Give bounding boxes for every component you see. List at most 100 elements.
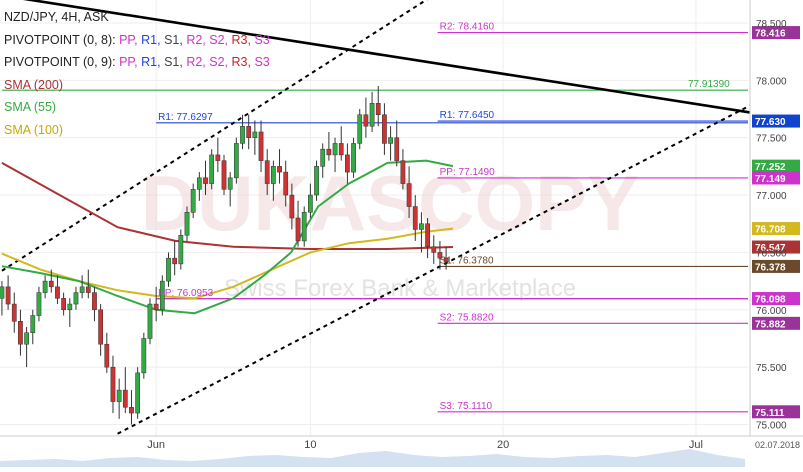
candle-body	[203, 177, 208, 184]
legend-sma-200[interactable]: SMA (200)	[4, 74, 270, 97]
watermark-main: DUKASCOPY	[141, 159, 639, 247]
axis-price-tag-text: 76.708	[755, 225, 786, 236]
candle-body	[277, 166, 282, 173]
candle-body	[147, 303, 153, 339]
candle-body	[153, 303, 159, 311]
candle-body	[159, 280, 165, 311]
candle-body	[11, 303, 17, 322]
pivot-9-r1: R1,	[141, 55, 161, 70]
y-tick-label: 76.500	[756, 248, 787, 259]
axis-price-tag	[752, 316, 800, 330]
candle-body	[141, 338, 147, 374]
sma-55-label: SMA (55)	[4, 100, 57, 115]
candle-body	[369, 103, 375, 127]
candle-body	[24, 332, 29, 345]
legend-pivot-8[interactable]: PIVOTPOINT (0, 8): PP, R1, S1, R2, S2, R…	[4, 29, 270, 52]
candle-body	[270, 166, 276, 184]
y-tick-label: 77.500	[756, 134, 787, 145]
price-level-label: S1: 76.3780	[440, 255, 494, 266]
axis-price-tag-text: 75.882	[755, 319, 786, 330]
candle-body	[345, 154, 350, 173]
axis-price-tag-text: 77.252	[755, 162, 786, 173]
candle-body	[172, 257, 178, 265]
pivot-8-s2: S2,	[209, 32, 229, 47]
sma-200-line	[1, 162, 454, 250]
price-level-label: S3: 75.1110	[440, 401, 493, 412]
pivot-9-r2: R2,	[186, 55, 206, 70]
candle-body	[48, 280, 54, 288]
candle-body	[283, 171, 289, 196]
candle-body	[61, 298, 66, 311]
axis-price-tag	[752, 292, 800, 306]
candle-body	[375, 103, 381, 115]
sma-200-label: SMA (200)	[4, 77, 64, 92]
candle-body	[443, 257, 449, 262]
candle-body	[196, 177, 202, 190]
axis-price-tag	[752, 171, 800, 185]
trendline-channel-upper	[1, 0, 428, 272]
candle-body	[363, 114, 369, 127]
pivot-8-s1: S1,	[164, 32, 183, 47]
candle-body	[258, 131, 264, 161]
pivot-8-r3: R3,	[231, 32, 251, 47]
price-level-label: 77.91390	[688, 79, 730, 90]
trendline-channel-lower	[117, 104, 751, 435]
candle-body	[116, 389, 122, 402]
pivot-8-name: PIVOTPOINT (0, 8):	[4, 32, 116, 47]
chart-legend: NZD/JPY, 4H, ASK PIVOTPOINT (0, 8): PP, …	[4, 6, 270, 142]
candle-body	[18, 321, 23, 345]
axis-price-tag-text: 77.149	[755, 174, 786, 185]
legend-pivot-9[interactable]: PIVOTPOINT (0, 9): PP, R1, S1, R2, S2, R…	[4, 51, 270, 74]
pivot-8-r1: R1,	[141, 32, 161, 47]
axis-price-tag-text: 78.416	[755, 29, 786, 40]
legend-sma-100[interactable]: SMA (100)	[4, 119, 270, 142]
candle-body	[73, 292, 79, 305]
legend-sma-55[interactable]: SMA (55)	[4, 96, 270, 119]
candle-body	[382, 114, 387, 144]
x-tick-label: 20	[497, 439, 509, 451]
candle-body	[135, 372, 141, 414]
pivot-9-s2: S2,	[209, 55, 229, 70]
candle-body	[388, 137, 393, 144]
x-tick-label: 10	[304, 439, 316, 451]
axis-price-tag-text: 76.098	[755, 295, 786, 306]
candle-body	[357, 114, 363, 144]
axis-price-tag-text: 76.378	[755, 262, 786, 273]
candle-body	[400, 160, 406, 184]
candle-body	[394, 137, 400, 161]
pivot-9-name: PIVOTPOINT (0, 9):	[4, 55, 116, 70]
candle-body	[437, 252, 443, 259]
candle-body	[412, 206, 418, 230]
y-tick-label: 75.500	[756, 363, 787, 374]
trendline-long-term-resistance	[22, 0, 751, 114]
candle-body	[326, 148, 332, 156]
candle-body	[289, 194, 295, 219]
candle-body	[104, 343, 110, 368]
candle-body	[221, 160, 227, 190]
candle-body	[178, 234, 184, 265]
legend-title-text: NZD/JPY, 4H, ASK	[4, 10, 109, 24]
price-level-label: S2: 75.8820	[440, 312, 494, 323]
axis-price-tag	[752, 405, 800, 419]
pivot-9-s1: S1,	[164, 55, 183, 70]
candle-body	[98, 309, 104, 345]
y-tick-label: 76.000	[756, 306, 787, 317]
y-tick-label: 78.000	[756, 76, 787, 87]
candle-body	[79, 286, 85, 293]
pivot-8-s3: S3	[254, 32, 270, 47]
legend-title: NZD/JPY, 4H, ASK	[4, 6, 270, 29]
candle-body	[332, 143, 338, 156]
candle-body	[36, 292, 42, 316]
candle-body	[166, 257, 171, 282]
axis-price-tag	[752, 240, 800, 254]
watermark: DUKASCOPY Swiss Forex Bank & Marketplace	[141, 159, 639, 302]
candle-body	[252, 131, 258, 138]
watermark-sub: Swiss Forex Bank & Marketplace	[224, 275, 576, 302]
date-label: 02.07.2018	[755, 440, 800, 450]
y-tick-label: 75.000	[756, 421, 787, 432]
candle-body	[55, 286, 60, 299]
candle-body	[264, 160, 270, 184]
sma-100-label: SMA (100)	[4, 122, 64, 137]
